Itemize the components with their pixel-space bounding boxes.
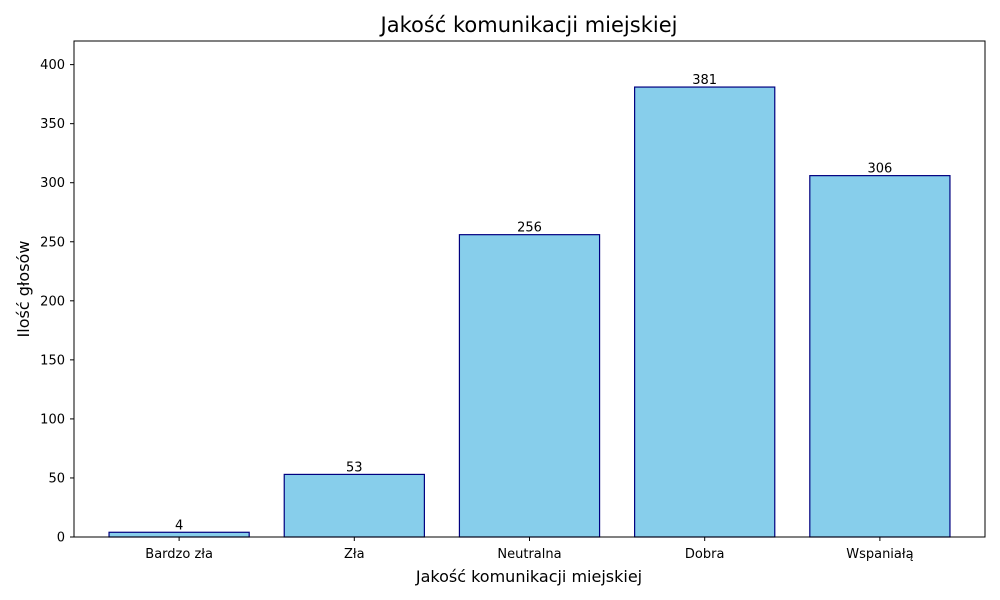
bar-value-label-4: 306 (867, 162, 892, 177)
y-tick-label-0: 0 (57, 531, 65, 546)
y-tick-label-7: 350 (40, 117, 65, 132)
y-tick-label-6: 300 (40, 176, 65, 191)
x-tick-label-3: Dobra (685, 547, 725, 562)
bar-value-label-1: 53 (346, 460, 363, 475)
bar-4 (809, 175, 951, 538)
y-tick-label-3: 150 (40, 353, 65, 368)
bar-value-labels: 4 53 256 381 306 (175, 73, 892, 533)
y-tick-label-5: 250 (40, 235, 65, 250)
y-tick-label-4: 200 (40, 294, 65, 309)
y-tick-label-8: 400 (40, 58, 65, 73)
y-axis-label: Ilość głosów (14, 241, 33, 338)
chart-title: Jakość komunikacji miejskiej (379, 13, 678, 37)
x-tick-label-0: Bardzo zła (145, 547, 213, 562)
x-tick-label-1: Zła (344, 547, 365, 562)
bar-value-label-2: 256 (517, 221, 542, 236)
bars-group (108, 86, 951, 538)
y-tick-label-1: 50 (48, 471, 65, 486)
x-axis-label: Jakość komunikacji miejskiej (415, 567, 642, 586)
bar-value-label-0: 4 (175, 518, 183, 533)
bar-value-label-3: 381 (692, 73, 717, 88)
bar-2 (458, 234, 601, 538)
y-tick-label-2: 100 (40, 412, 65, 427)
bar-1 (283, 473, 425, 538)
y-axis: 0 50 100 150 200 250 300 350 400 (40, 58, 74, 546)
x-axis: Bardzo zła Zła Neutralna Dobra Wspaniałą (145, 537, 914, 562)
x-tick-label-4: Wspaniałą (846, 547, 913, 562)
x-tick-label-2: Neutralna (497, 547, 561, 562)
plot-frame (73, 40, 986, 538)
bar-3 (634, 86, 776, 538)
